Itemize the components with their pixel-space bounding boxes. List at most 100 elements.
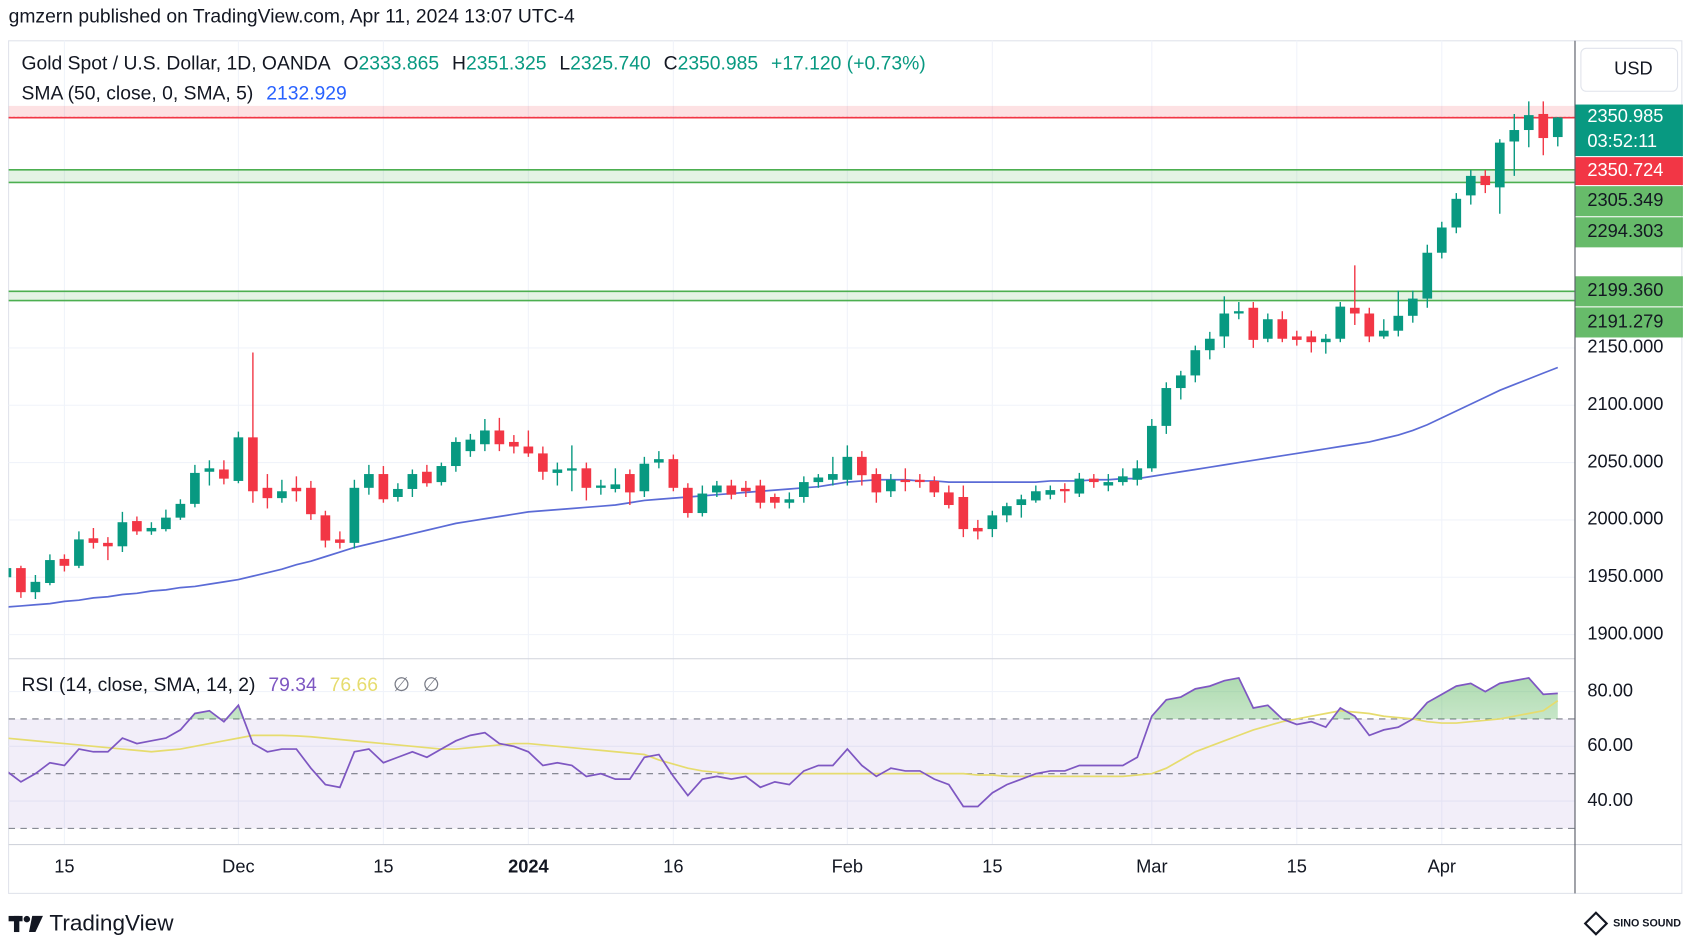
candle-body [1552,117,1563,138]
price-tag-label: 2305.349 [1587,189,1663,210]
price-tag [1575,157,1683,186]
candle-body [1233,311,1244,314]
y-tick-label: 2150.000 [1587,336,1663,357]
candle-body [1393,315,1404,331]
candle-body [1494,142,1505,188]
candle-body [320,515,331,541]
ohlc-value: 2325.740 [570,54,651,75]
candle-body [929,480,940,493]
x-tick-label: 15 [54,855,74,876]
rsi-pane [8,676,1575,829]
rsi-legend: RSI (14, close, SMA, 14, 2) 79.34 76.66 ∅ ∅ [21,675,439,696]
candle-body [291,487,302,492]
candle-body [1306,336,1317,343]
currency-button[interactable] [1580,47,1679,92]
logo-part [28,915,43,933]
ohlc-value: 2350.985 [678,54,759,75]
y-tick-label: 1950.000 [1587,565,1663,586]
candle-body [1088,478,1099,483]
y-tick-label: 2000.000 [1587,508,1663,529]
candle-body [407,474,418,489]
rsi-ma-line [8,700,1559,778]
candle-body [1378,330,1389,337]
candle-body [1030,491,1041,501]
candle-body [378,474,389,500]
candle-body [828,474,838,480]
candle-body [726,485,737,495]
candle-body [233,437,244,481]
candle-body [204,468,215,472]
rsi-tick-label: 80.00 [1587,679,1633,700]
price-tag-label: 2350.724 [1587,159,1663,180]
candle-body [1190,350,1201,376]
candle-body [8,568,12,578]
candle-body [1103,482,1114,486]
y-tick-label: 2050.000 [1587,450,1663,471]
candle-body [1146,425,1157,469]
candle-body [30,581,41,593]
price-tag [1575,307,1683,338]
candle-body [277,491,287,499]
symbol-legend: Gold Spot / U.S. Dollar, 1D, OANDA O2333.… [21,54,925,75]
candle-body [219,469,229,479]
candle-body [1059,488,1070,492]
price-tag-countdown: 03:52:11 [1587,130,1657,151]
candle-body [813,477,824,483]
candle-body [958,496,969,530]
rsi-value: 79.34 [268,675,317,696]
candle-body [349,487,360,543]
candle-body [784,499,795,503]
candle-body [248,437,258,492]
ohlc-value: 2333.865 [359,54,440,75]
candle-body [1277,319,1288,339]
candle-body [364,474,374,488]
candle-body [1204,338,1215,351]
rsi-tick-label: 60.00 [1587,734,1633,755]
price-tag [1575,104,1683,157]
candle-body [886,479,896,492]
candle-body [1349,307,1360,314]
candle-body [190,472,200,504]
candle-body [1465,175,1476,196]
watermark-icon [1583,911,1609,936]
price-tag [1575,217,1683,248]
candle-body [175,503,186,518]
x-tick-label: 15 [1287,855,1307,876]
ohlc-value: 2351.325 [466,54,547,75]
sma-value: 2132.929 [266,84,347,105]
candle-body [1219,313,1230,337]
zone-band [8,291,1575,301]
price-pane [8,101,1575,608]
sma-name: SMA (50, close, 0, SMA, 5) [21,84,253,105]
sma-legend: SMA (50, close, 0, SMA, 5) 2132.929 [21,84,346,105]
candle-body [1248,307,1259,340]
candle-body [581,468,592,488]
candle-body [799,482,809,497]
candle-body [494,430,505,445]
brand-logo [8,915,43,933]
grid [8,40,1575,844]
y-tick-label: 2100.000 [1587,393,1663,414]
candle-body [1364,313,1375,337]
candle-body [335,539,345,543]
price-tag [1575,276,1683,307]
brand: TradingView [49,910,174,935]
candle-body [1074,478,1085,494]
x-tick-label: Apr [1428,855,1456,876]
candle-body [1132,468,1143,480]
currency-label: USD [1614,58,1653,79]
candle-body [1538,113,1549,139]
candle-body [262,487,273,499]
candle-body [538,453,548,472]
ohlc-key: O [344,54,359,75]
candle-body [668,459,679,488]
candle-body [1161,388,1172,426]
candle-body [59,558,70,566]
candle-body [697,493,708,514]
candle-body [871,474,882,493]
price-tags: 2350.985 03:52:11 2350.724 2305.349 2294.303… [1575,104,1683,338]
candle-body [465,439,476,452]
candle-body [45,560,55,583]
x-tick-label: 15 [373,855,393,876]
candle-body [393,488,403,497]
